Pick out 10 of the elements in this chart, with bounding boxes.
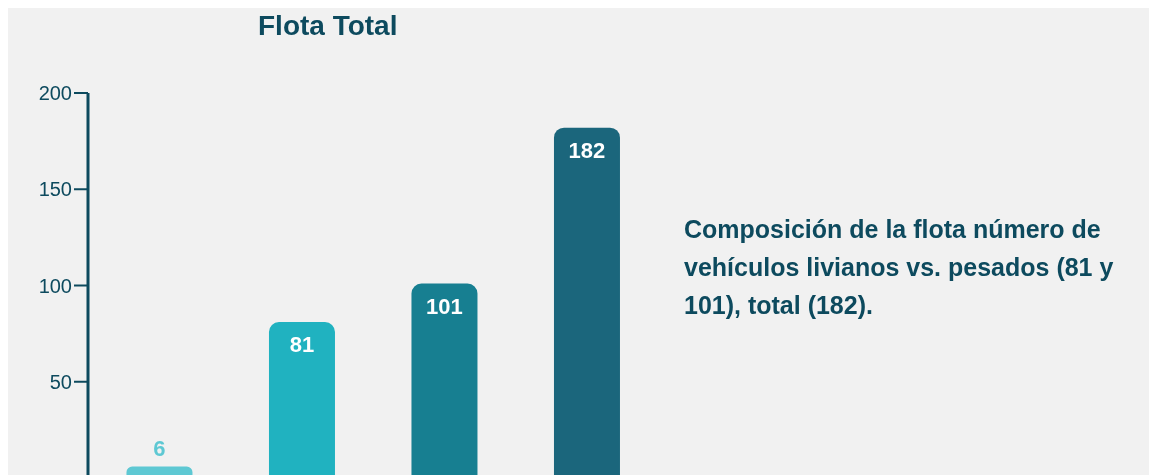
y-tick-label: 200 (38, 82, 72, 105)
y-tick-label: 100 (38, 274, 72, 297)
text: Composición de la flota número de vehículos livianos vs. pesados (81 y 101), total (182). (684, 214, 1115, 321)
data-label: 6 (153, 436, 166, 462)
chart-title: Flota Total (258, 10, 398, 42)
y-tick-label: 150 (38, 178, 72, 201)
data-label: 101 (426, 293, 463, 319)
data-label: 182 (568, 137, 606, 163)
data-label: 81 (289, 332, 315, 358)
y-tick-label: 50 (49, 370, 72, 393)
